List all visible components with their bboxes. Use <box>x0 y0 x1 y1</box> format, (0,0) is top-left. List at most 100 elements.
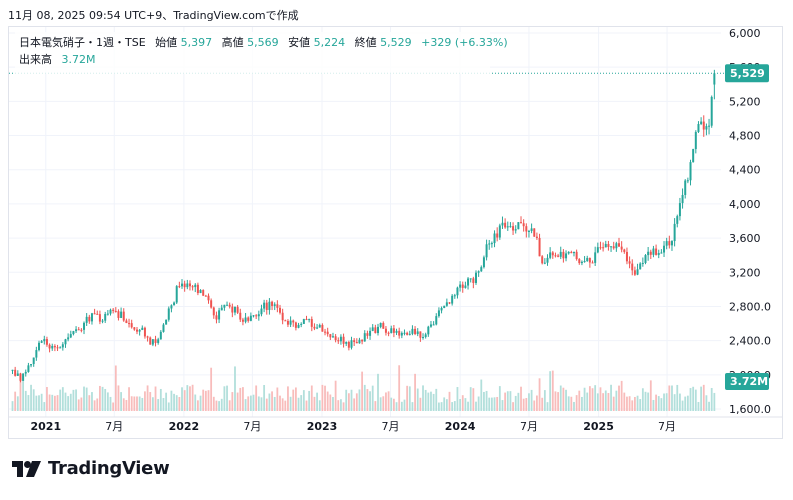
volume-bar <box>170 390 173 411</box>
candle-body <box>371 327 374 331</box>
candle-body <box>83 322 86 330</box>
volume-bar <box>61 387 64 411</box>
candle-body <box>263 302 266 309</box>
volume-bar <box>294 387 297 411</box>
candle-body <box>403 332 406 334</box>
volume-bar <box>565 389 567 411</box>
volume-bar <box>204 390 207 411</box>
candle-body <box>188 283 191 287</box>
volume-bar <box>271 391 273 411</box>
volume-bar <box>91 392 93 411</box>
candle-body <box>599 247 602 249</box>
volume-bar <box>660 398 663 411</box>
volume-bar <box>292 389 295 411</box>
y-tick-label: 3,600 <box>729 232 761 245</box>
candle-body <box>350 340 353 348</box>
volume-bar <box>573 401 575 411</box>
candle-body <box>416 331 419 335</box>
candle-body <box>525 226 528 232</box>
price-chart[interactable]: 1,600.02,000.02,400.02,800.03,2003,6004,… <box>9 27 783 439</box>
y-tick-label: 6,000 <box>729 27 761 40</box>
volume-bar <box>93 400 96 411</box>
candle-body <box>572 251 575 254</box>
candle-body <box>376 326 379 334</box>
volume-bar <box>69 393 72 411</box>
volume-bar <box>334 380 337 411</box>
volume-bar <box>639 399 642 411</box>
candle-body <box>30 364 33 366</box>
volume-bar <box>697 401 700 411</box>
candle-body <box>612 246 615 249</box>
last-price-label: 5,529 <box>725 64 769 83</box>
volume-bar <box>538 378 541 411</box>
candle-body <box>570 251 573 254</box>
volume-bar <box>347 393 350 411</box>
volume-bar <box>35 395 38 411</box>
candle-body <box>24 371 27 374</box>
volume-bar <box>395 402 398 411</box>
candle-body <box>453 295 456 297</box>
candle-body <box>451 295 454 304</box>
candle-body <box>133 327 136 330</box>
volume-bar <box>249 395 252 411</box>
volume-bar <box>673 394 676 411</box>
candle-body <box>649 251 652 255</box>
candle-body <box>366 333 369 336</box>
tradingview-logo[interactable]: TradingView <box>12 458 170 479</box>
volume-bar <box>59 389 62 411</box>
volume-bar <box>287 386 289 411</box>
volume-bar <box>80 397 83 411</box>
candle-body <box>260 308 263 315</box>
volume-bar <box>493 397 496 411</box>
volume-bar <box>40 393 43 411</box>
volume-bar <box>509 391 512 411</box>
volume-bar <box>284 400 287 411</box>
volume-bar <box>591 388 594 411</box>
candle-body <box>194 284 197 288</box>
candle-body <box>684 180 687 195</box>
volume-bar <box>173 393 175 411</box>
candle-body <box>369 330 372 336</box>
candle-body <box>618 243 621 247</box>
volume-bar <box>392 398 395 411</box>
last-price-value: 5,529 <box>730 67 765 80</box>
volume-bar <box>215 400 218 411</box>
volume-bar <box>263 385 266 411</box>
candle-body <box>697 124 700 132</box>
candle-body <box>509 226 512 228</box>
volume-bar <box>562 387 565 411</box>
volume-bar <box>546 402 549 411</box>
volume-bar <box>353 398 356 411</box>
candle-body <box>125 320 128 324</box>
candle-body <box>398 330 401 336</box>
volume-bar <box>122 398 125 411</box>
y-tick-label: 4,400 <box>729 164 761 177</box>
candle-body <box>652 248 655 255</box>
volume-bar <box>588 386 591 411</box>
volume-bar <box>445 399 448 411</box>
tradingview-logo-icon <box>12 460 41 477</box>
candle-body <box>705 126 708 130</box>
volume-bar <box>128 387 130 411</box>
chart-caption: 11月 08, 2025 09:54 UTC+9、TradingView.com… <box>8 9 299 22</box>
volume-bar <box>586 392 589 411</box>
candle-body <box>498 225 501 238</box>
volume-bar <box>498 386 501 411</box>
volume-bar <box>51 394 54 411</box>
volume-bar <box>636 395 639 411</box>
volume-bar <box>692 386 695 411</box>
volume-bar <box>408 386 411 411</box>
candle-body <box>183 283 186 288</box>
volume-bar <box>178 397 181 411</box>
volume-bar <box>419 397 422 411</box>
volume-bar <box>104 388 107 411</box>
chart-frame[interactable]: 1,600.02,000.02,400.02,800.03,2003,6004,… <box>8 26 783 439</box>
volume-bar <box>411 402 414 411</box>
volume-bar <box>281 398 284 411</box>
candle-body <box>522 223 525 227</box>
candle-body <box>469 278 472 280</box>
volume-bar <box>604 390 607 411</box>
candle-body <box>316 327 319 329</box>
candle-body <box>493 233 496 244</box>
volume-bar <box>361 371 364 411</box>
